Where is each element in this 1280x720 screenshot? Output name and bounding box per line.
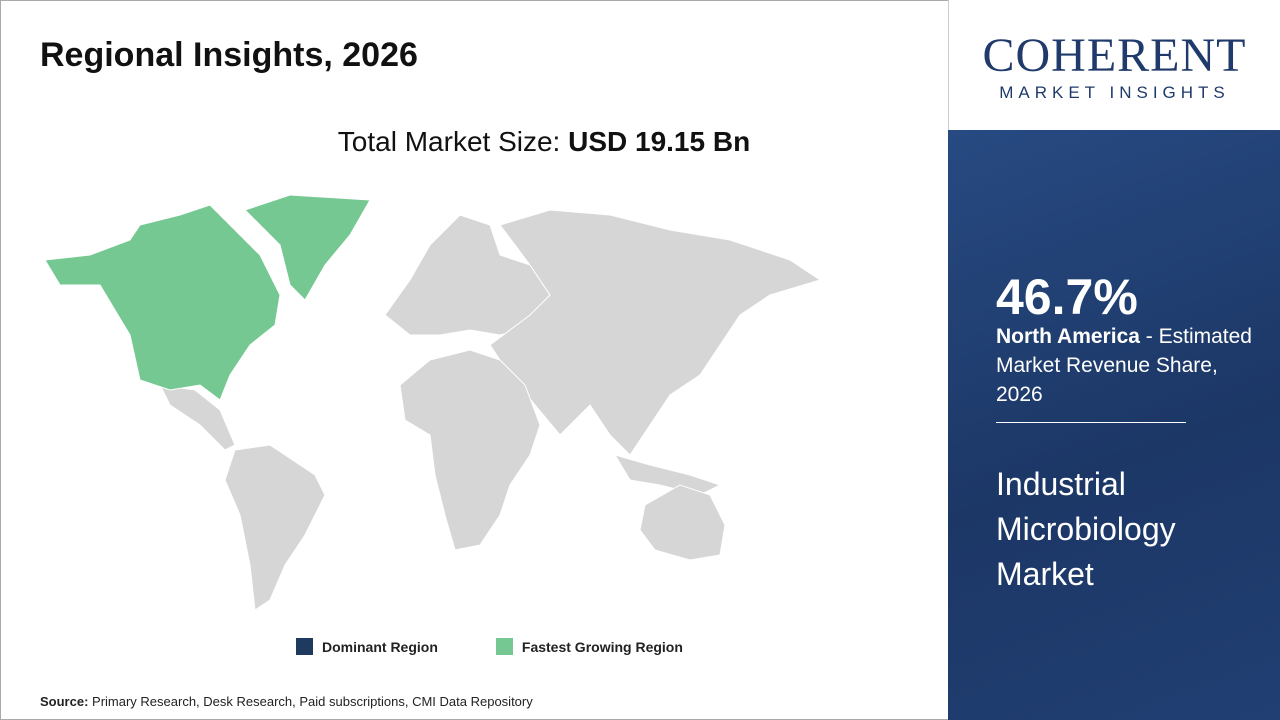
logo-tagline: MARKET INSIGHTS xyxy=(999,83,1230,102)
source-text: Primary Research, Desk Research, Paid su… xyxy=(92,694,533,709)
legend: Dominant Region Fastest Growing Region xyxy=(296,638,683,655)
market-size-value: USD 19.15 Bn xyxy=(568,126,751,157)
africa xyxy=(399,349,541,551)
asia xyxy=(489,209,822,456)
legend-label: Dominant Region xyxy=(322,638,438,655)
legend-swatch xyxy=(296,638,313,655)
southeast-asia xyxy=(613,454,722,496)
region: North America xyxy=(996,325,1140,348)
title: Regional Insights, 2026 xyxy=(40,36,418,74)
legend-item: Dominant Region xyxy=(296,638,438,655)
logo-name: COHERENT xyxy=(982,29,1247,82)
legend-item: Fastest Growing Region xyxy=(495,638,683,655)
logo: COHERENT MARKET INSIGHTS xyxy=(948,0,1280,130)
source-label: Source: xyxy=(40,694,89,709)
divider xyxy=(996,422,1186,423)
legend-swatch xyxy=(495,638,513,655)
greenland xyxy=(244,194,371,301)
source: Source: Primary Research, Desk Research,… xyxy=(40,694,533,709)
legend-label: Fastest Growing Region xyxy=(521,638,683,655)
market-size: Total Market Size: USD 19.15 Bn xyxy=(0,126,948,158)
south-america xyxy=(224,444,326,611)
north-america xyxy=(44,204,281,401)
description: - Estimated Market Revenue Share, 2026 xyxy=(996,325,1252,406)
australia xyxy=(639,484,726,561)
side-panel: COHERENT MARKET INSIGHTS 46.7% North Ame… xyxy=(948,0,1280,720)
world-map xyxy=(44,194,822,611)
market-size-label: Total Market Size: xyxy=(337,126,561,157)
market-name: Industrial Microbiology Market xyxy=(996,466,1176,592)
share-value: 46.7% xyxy=(996,269,1138,325)
info-panel: 46.7% North America - Estimated Market R… xyxy=(948,130,1280,720)
central-america xyxy=(159,384,236,451)
share-description: North America - Estimated Market Revenue… xyxy=(996,322,1266,409)
